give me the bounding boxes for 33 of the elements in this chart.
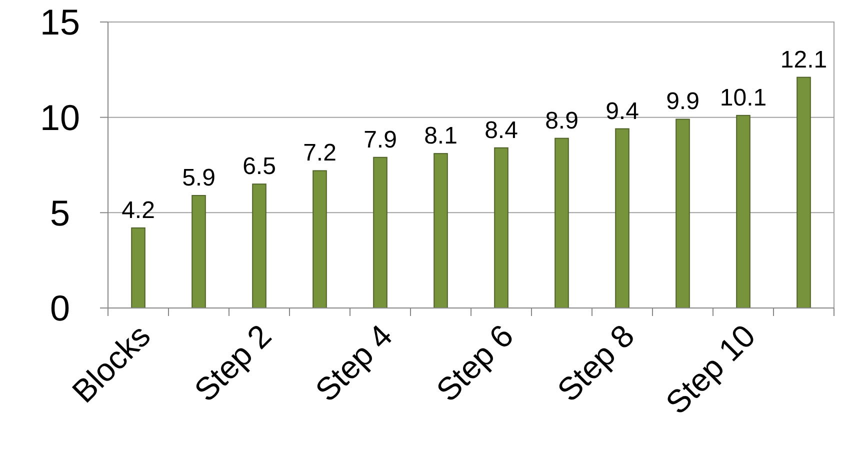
data-label: 5.9 <box>182 164 216 192</box>
data-label: 4.2 <box>122 196 155 224</box>
y-tick-label: 15 <box>40 2 80 43</box>
bar <box>252 184 266 308</box>
bar <box>131 227 146 308</box>
data-label: 10.1 <box>720 84 767 112</box>
bar <box>373 156 388 308</box>
data-label: 8.9 <box>545 107 578 134</box>
bar <box>554 138 569 308</box>
data-label: 9.4 <box>606 98 639 125</box>
data-label: 8.1 <box>424 122 458 150</box>
x-tick-label: Step 8 <box>550 317 642 408</box>
bar <box>676 118 690 308</box>
y-tick-label: 10 <box>40 96 80 138</box>
x-tick-label: Step 4 <box>308 317 400 408</box>
bar <box>434 153 448 308</box>
bar <box>615 128 630 308</box>
bar <box>312 170 327 308</box>
data-label: 8.4 <box>484 116 518 144</box>
y-tick-label: 0 <box>50 288 70 329</box>
data-label: 7.2 <box>303 140 336 167</box>
x-tick-label: Step 10 <box>658 317 762 421</box>
data-label: 9.9 <box>666 88 700 116</box>
data-label: 7.9 <box>364 126 397 154</box>
data-label: 6.5 <box>242 153 276 180</box>
data-label: 12.1 <box>780 46 828 74</box>
y-tick-label: 5 <box>50 192 70 234</box>
bar <box>192 195 206 308</box>
x-tick-label: Step 6 <box>429 317 520 408</box>
bar <box>494 147 508 308</box>
x-tick-label: Step 2 <box>187 317 278 408</box>
bar <box>796 76 811 308</box>
bar <box>736 114 750 308</box>
